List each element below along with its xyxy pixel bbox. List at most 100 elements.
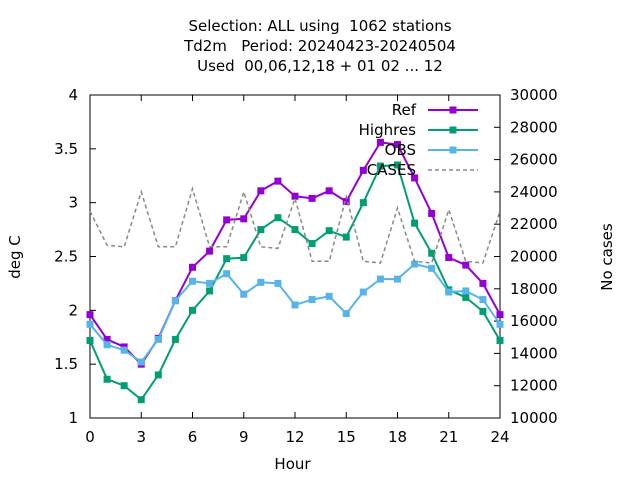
data-point-ref <box>223 216 231 224</box>
data-point-ref <box>411 174 419 182</box>
data-point-highres <box>86 336 94 344</box>
data-point-highres <box>274 214 282 222</box>
data-point-obs <box>223 270 231 278</box>
data-point-obs <box>257 278 265 286</box>
x-tick-label: 24 <box>490 428 509 446</box>
data-point-obs <box>411 260 419 268</box>
data-point-obs <box>274 279 282 287</box>
data-point-highres <box>223 255 231 263</box>
data-point-highres <box>308 240 316 248</box>
y2-tick-label: 22000 <box>510 215 558 233</box>
data-point-highres <box>428 249 436 257</box>
y-tick-label: 2 <box>68 301 78 319</box>
x-axis-label: Hour <box>274 455 311 473</box>
data-point-obs <box>206 279 214 287</box>
data-point-obs <box>342 310 350 318</box>
chart-title-line-2: Td2m Period: 20240423-20240504 <box>184 37 456 55</box>
y2-tick-label: 10000 <box>510 409 558 427</box>
legend-label-cases: CASES <box>367 161 416 179</box>
plot-frame <box>89 94 501 419</box>
data-point-ref <box>462 261 470 269</box>
data-point-obs <box>86 320 94 328</box>
y-tick-label: 3.5 <box>54 140 78 158</box>
data-point-highres <box>154 371 162 379</box>
data-point-ref <box>325 187 333 195</box>
x-tick-label: 3 <box>136 428 146 446</box>
data-point-ref <box>359 166 367 174</box>
data-point-ref <box>445 254 453 262</box>
y2-tick-label: 14000 <box>510 344 558 362</box>
y2-tick-label: 16000 <box>510 312 558 330</box>
y-tick-label: 3 <box>68 194 78 212</box>
y2-tick-label: 28000 <box>510 118 558 136</box>
data-point-ref <box>376 138 384 146</box>
y-tick-label: 1.5 <box>54 355 78 373</box>
data-point-ref <box>240 215 248 223</box>
data-point-highres <box>137 396 145 404</box>
y2-tick-label: 20000 <box>510 248 558 266</box>
data-point-ref <box>257 187 265 195</box>
data-point-ref <box>274 177 282 185</box>
x-tick-label: 21 <box>439 428 458 446</box>
chart-title-line-1: Selection: ALL using 1062 stations <box>188 17 452 35</box>
data-point-highres <box>171 335 179 343</box>
chart-title-line-3: Used 00,06,12,18 + 01 02 ... 12 <box>197 57 443 75</box>
data-point-highres <box>394 161 401 169</box>
data-point-highres <box>376 162 384 170</box>
data-point-ref <box>291 192 299 200</box>
data-point-ref <box>206 247 214 255</box>
data-point-obs <box>445 288 453 296</box>
data-point-ref <box>428 209 436 217</box>
data-point-highres <box>342 233 350 241</box>
data-point-highres <box>240 254 248 262</box>
x-tick-label: 9 <box>239 428 249 446</box>
legend-label-highres: Highres <box>359 121 417 139</box>
x-tick-label: 18 <box>388 428 407 446</box>
data-point-obs <box>376 275 384 283</box>
data-point-obs <box>171 297 179 305</box>
y2-tick-label: 30000 <box>510 86 558 104</box>
data-point-obs <box>308 296 316 304</box>
data-point-obs <box>137 358 145 366</box>
data-point-highres <box>496 336 504 344</box>
series-line-ref <box>89 141 501 366</box>
data-point-ref <box>496 311 504 319</box>
data-point-obs <box>428 264 436 272</box>
data-point-highres <box>189 306 196 314</box>
legend-marker-obs <box>449 146 457 154</box>
data-point-ref <box>189 263 196 271</box>
legend-marker-highres <box>449 126 457 134</box>
legend-label-obs: OBS <box>385 141 416 159</box>
data-point-obs <box>103 341 111 349</box>
data-point-highres <box>479 307 487 315</box>
y-tick-label: 1 <box>68 409 78 427</box>
y2-tick-label: 26000 <box>510 151 558 169</box>
data-point-obs <box>325 292 333 300</box>
y-tick-label: 2.5 <box>54 248 78 266</box>
data-point-highres <box>325 227 333 235</box>
data-point-ref <box>86 311 94 319</box>
data-point-highres <box>291 226 299 234</box>
data-point-ref <box>479 279 487 287</box>
data-point-obs <box>154 335 162 343</box>
data-point-highres <box>120 382 128 390</box>
y2-tick-label: 12000 <box>510 377 558 395</box>
x-tick-label: 15 <box>337 428 356 446</box>
y-tick-label: 4 <box>68 86 78 104</box>
data-point-ref <box>394 141 401 149</box>
data-point-obs <box>291 301 299 309</box>
data-point-ref <box>103 335 111 343</box>
data-point-obs <box>240 290 248 298</box>
data-point-highres <box>359 199 367 207</box>
legend-marker-ref <box>449 106 457 114</box>
y2-tick-label: 18000 <box>510 280 558 298</box>
data-point-obs <box>120 346 128 354</box>
data-point-highres <box>462 293 470 301</box>
data-point-obs <box>189 277 196 285</box>
series-line-cases <box>89 186 501 264</box>
x-tick-label: 0 <box>85 428 95 446</box>
data-point-obs <box>359 288 367 296</box>
series-line-obs <box>89 262 501 364</box>
x-tick-label: 6 <box>188 428 198 446</box>
